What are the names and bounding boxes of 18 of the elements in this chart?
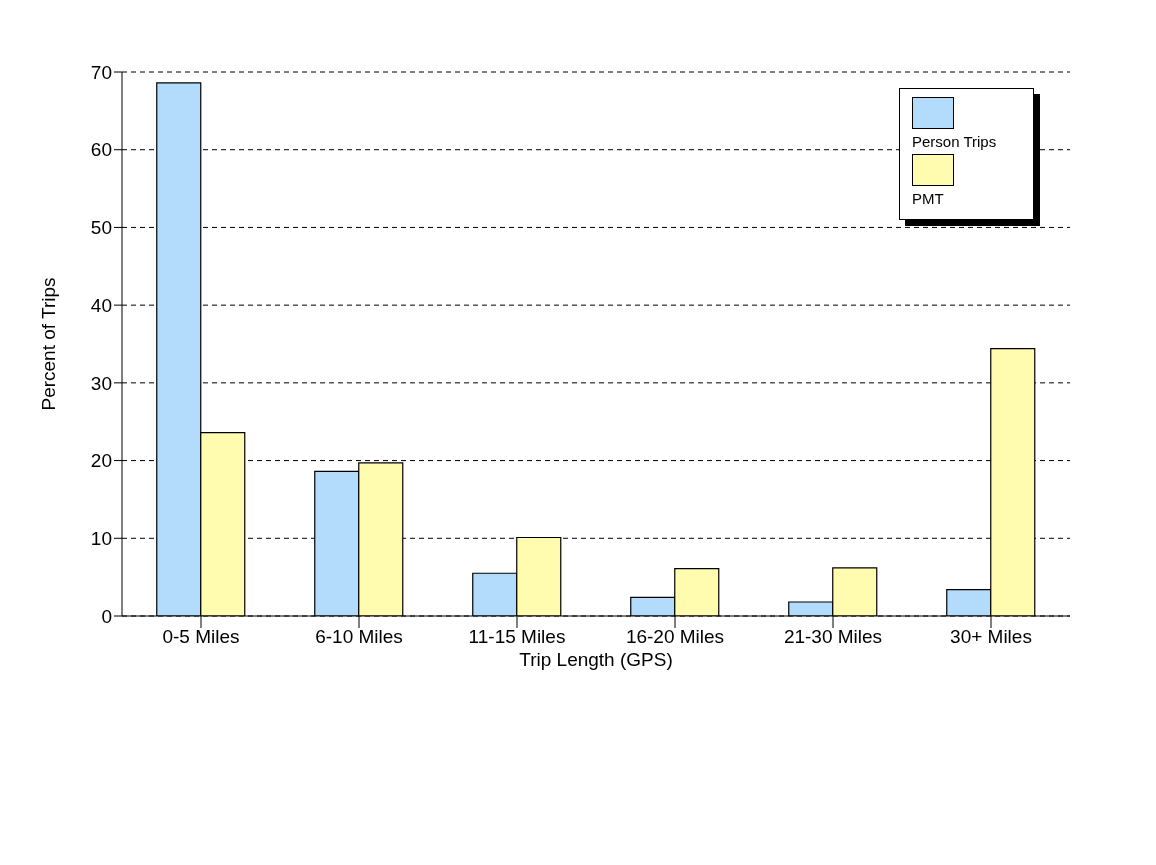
x-tick-label: 0-5 Miles	[162, 626, 240, 648]
y-tick-label: 20	[90, 450, 112, 472]
x-tick-label: 11-15 Miles	[468, 626, 566, 648]
y-tick-label: 40	[90, 294, 112, 316]
y-axis-title: Percent of Trips	[37, 277, 59, 411]
y-tick-label: 70	[90, 61, 112, 83]
y-tick-label: 50	[90, 217, 112, 239]
x-tick-label: 30+ Miles	[950, 626, 1032, 648]
x-tick-label: 16-20 Miles	[625, 626, 725, 648]
y-tick-label: 10	[90, 528, 112, 550]
y-tick-label: 0	[101, 605, 112, 627]
y-tick-label: 30	[90, 372, 112, 394]
legend-label: Person Trips	[912, 133, 998, 150]
y-tick-label: 60	[90, 139, 112, 161]
x-axis-title: Trip Length (GPS)	[519, 649, 673, 670]
x-tick-label: 21-30 Miles	[783, 626, 883, 648]
x-tick-label: 6-10 Miles	[315, 626, 403, 648]
legend-label: PMT	[912, 190, 945, 207]
